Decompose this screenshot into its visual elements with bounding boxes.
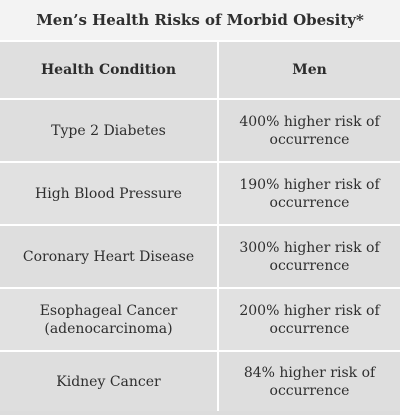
column-header-men: Men — [219, 42, 400, 98]
health-condition-cell: Type 2 Diabetes — [0, 100, 219, 161]
health-condition-cell: Coronary Heart Disease — [0, 226, 219, 287]
table-title: Men’s Health Risks of Morbid Obesity* — [0, 0, 400, 42]
table-row: Kidney Cancer 84% higher risk of occurre… — [0, 352, 400, 411]
health-condition-cell: High Blood Pressure — [0, 163, 219, 224]
table-row: Type 2 Diabetes 400% higher risk of occu… — [0, 100, 400, 163]
men-risk-cell: 400% higher risk of occurrence — [219, 100, 400, 161]
table-row: Coronary Heart Disease 300% higher risk … — [0, 226, 400, 289]
men-risk-cell: 200% higher risk of occurrence — [219, 289, 400, 350]
health-condition-cell: Kidney Cancer — [0, 352, 219, 411]
table-header-row: Health Condition Men — [0, 42, 400, 100]
men-risk-cell: 84% higher risk of occurrence — [219, 352, 400, 411]
health-condition-cell: Esophageal Cancer (adenocarcinoma) — [0, 289, 219, 350]
column-header-health-condition: Health Condition — [0, 42, 219, 98]
men-risk-cell: 190% higher risk of occurrence — [219, 163, 400, 224]
health-risks-table: Health Condition Men Type 2 Diabetes 400… — [0, 42, 400, 411]
table-row: Esophageal Cancer (adenocarcinoma) 200% … — [0, 289, 400, 352]
table-row: High Blood Pressure 190% higher risk of … — [0, 163, 400, 226]
men-risk-cell: 300% higher risk of occurrence — [219, 226, 400, 287]
